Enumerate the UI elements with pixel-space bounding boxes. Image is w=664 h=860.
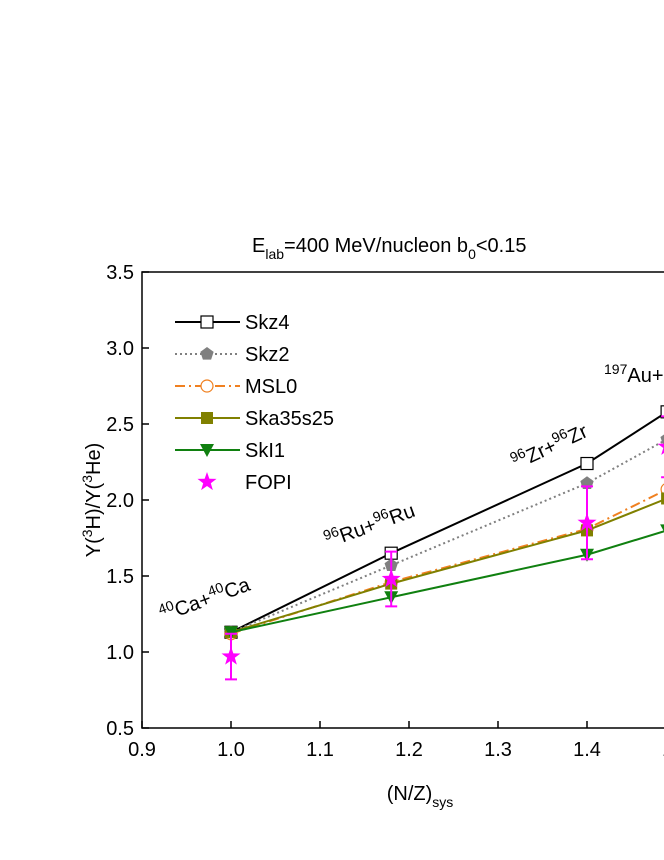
y-axis-label-part: 3	[79, 475, 95, 483]
x-axis-label: (N/Z)sys	[387, 783, 454, 810]
y-axis-label: Y(3H)/Y(3He)	[79, 443, 105, 558]
marker	[657, 443, 664, 455]
marker	[200, 315, 214, 329]
legend-label: FOPI	[245, 472, 292, 494]
annotation-part: 40	[156, 597, 176, 617]
annotation-part: Au+	[627, 365, 663, 387]
marker	[200, 444, 214, 457]
marker	[221, 646, 241, 665]
y-tick-label: 0.5	[106, 718, 134, 740]
y-tick-label: 2.0	[106, 490, 134, 512]
series-line	[230, 530, 664, 634]
x-tick-label: 0.9	[128, 739, 156, 761]
marker	[660, 405, 664, 419]
y-axis-label-part: Y(	[83, 537, 105, 557]
x-tick-label: 1.2	[395, 739, 423, 761]
legend-label: SkI1	[245, 440, 285, 462]
y-tick-label: 3.5	[106, 262, 134, 284]
annotation-part: 96	[507, 444, 528, 465]
y-tick-label: 2.5	[106, 414, 134, 436]
legend-label: Skz4	[245, 312, 289, 334]
annotation-part: Zr	[565, 420, 592, 448]
y-axis-label-part: 3	[79, 529, 95, 537]
annotation-part: 197	[604, 361, 628, 377]
legend-label: MSL0	[245, 376, 297, 398]
y-tick-label: 1.0	[106, 642, 134, 664]
annotation-part: Ru	[386, 500, 418, 529]
chart-title: Elab=400 MeV/nucleon b0<0.15	[252, 235, 526, 262]
series-line	[230, 498, 664, 634]
chart-title-part: =400 MeV/nucleon b	[284, 235, 468, 257]
legend-label: Skz2	[245, 344, 289, 366]
annotation-part: 96	[321, 523, 341, 543]
y-axis-label-part: He)	[83, 443, 105, 475]
chart-title-part: lab	[265, 246, 284, 262]
marker	[660, 434, 664, 445]
marker	[580, 456, 594, 471]
marker	[381, 569, 401, 588]
x-tick-label: 1.5	[662, 739, 664, 761]
marker	[577, 512, 597, 531]
x-tick-label: 1.1	[306, 739, 334, 761]
chart-title-part: <0.15	[476, 235, 527, 257]
chart-title-part: E	[252, 235, 265, 257]
y-tick-label: 1.5	[106, 566, 134, 588]
plot-frame	[141, 271, 664, 729]
series-line	[230, 412, 664, 634]
x-axis-label-part: sys	[432, 794, 453, 810]
marker	[201, 412, 213, 424]
annotation-part: 96	[370, 505, 390, 525]
marker	[200, 379, 214, 393]
annotation: 40Ca+40Ca	[156, 570, 254, 627]
marker	[661, 492, 664, 505]
x-tick-label: 1.0	[217, 739, 245, 761]
annotation-part: 40	[205, 579, 225, 599]
marker	[660, 483, 664, 496]
chart-title-part: 0	[468, 246, 476, 262]
marker	[660, 524, 664, 532]
annotation: 96Ru+96Ru	[321, 496, 418, 553]
legend-label: Ska35s25	[245, 408, 334, 430]
x-tick-label: 1.4	[573, 739, 601, 761]
y-axis-label-part: H)/Y(	[83, 482, 105, 529]
y-tick-label: 3.0	[106, 338, 134, 360]
annotation: 197Au+	[604, 361, 664, 387]
annotation-part: Ca	[221, 574, 253, 604]
annotation: 96Zr+96Zr	[507, 417, 591, 475]
error-bar	[661, 415, 664, 479]
annotation-part: 96	[549, 425, 570, 446]
series-line	[230, 439, 664, 634]
marker	[197, 472, 217, 491]
marker	[200, 347, 214, 360]
marker	[224, 626, 238, 640]
x-axis-label-part: (N/Z)	[387, 783, 433, 805]
x-tick-label: 1.3	[484, 739, 512, 761]
